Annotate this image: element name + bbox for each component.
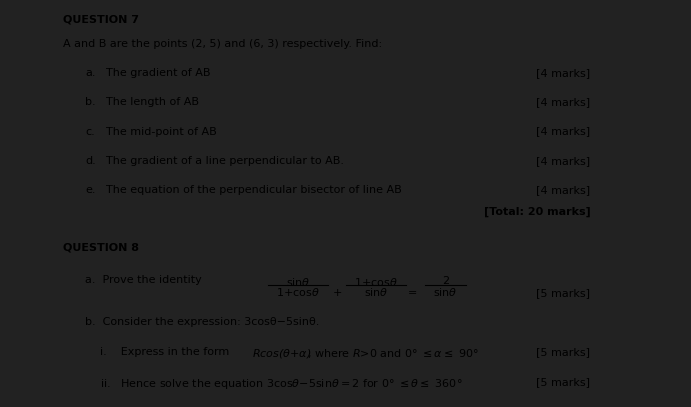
Text: [4 marks]: [4 marks] [536, 97, 590, 107]
Text: a.: a. [85, 68, 96, 78]
Text: QUESTION 7: QUESTION 7 [64, 14, 140, 24]
Text: The length of AB: The length of AB [106, 97, 198, 107]
Text: The gradient of a line perpendicular to AB.: The gradient of a line perpendicular to … [106, 156, 343, 166]
Text: $R$cos($\theta$+$\alpha$): $R$cos($\theta$+$\alpha$) [252, 347, 311, 360]
Text: ii.   Hence solve the equation 3cos$\theta$$-$5sin$\theta$$=$2 for 0° $\leq\thet: ii. Hence solve the equation 3cos$\theta… [100, 377, 462, 391]
Text: [4 marks]: [4 marks] [536, 127, 590, 137]
Text: 2: 2 [442, 276, 449, 286]
Text: =: = [408, 288, 417, 298]
Text: 1+cos$\theta$: 1+cos$\theta$ [276, 286, 320, 298]
Text: +: + [333, 288, 342, 298]
Text: sin$\theta$: sin$\theta$ [433, 286, 458, 298]
Text: [4 marks]: [4 marks] [536, 185, 590, 195]
Text: b.: b. [85, 97, 96, 107]
Text: [Total: 20 marks]: [Total: 20 marks] [484, 206, 590, 217]
Text: sin$\theta$: sin$\theta$ [364, 286, 388, 298]
Text: a.  Prove the identity: a. Prove the identity [85, 275, 202, 284]
Text: b.  Consider the expression: 3cosθ−5sinθ.: b. Consider the expression: 3cosθ−5sinθ. [85, 317, 320, 327]
Text: QUESTION 8: QUESTION 8 [64, 243, 140, 253]
Text: i.    Express in the form: i. Express in the form [100, 347, 233, 357]
Text: 1+cos$\theta$: 1+cos$\theta$ [354, 276, 398, 288]
Text: [5 marks]: [5 marks] [536, 347, 590, 357]
Text: [5 marks]: [5 marks] [536, 288, 590, 298]
Text: [4 marks]: [4 marks] [536, 68, 590, 78]
Text: c.: c. [85, 127, 95, 137]
Text: The equation of the perpendicular bisector of line AB: The equation of the perpendicular bisect… [106, 185, 401, 195]
Text: [5 marks]: [5 marks] [536, 377, 590, 387]
Text: , where $R$>0 and 0° $\leq\alpha\leq$ 90°: , where $R$>0 and 0° $\leq\alpha\leq$ 90… [307, 347, 480, 360]
Text: sin$\theta$: sin$\theta$ [286, 276, 310, 288]
Text: d.: d. [85, 156, 96, 166]
Text: A and B are the points (2, 5) and (6, 3) respectively. Find:: A and B are the points (2, 5) and (6, 3)… [64, 39, 383, 49]
Text: e.: e. [85, 185, 96, 195]
Text: The mid-point of AB: The mid-point of AB [106, 127, 216, 137]
Text: [4 marks]: [4 marks] [536, 156, 590, 166]
Text: The gradient of AB: The gradient of AB [106, 68, 210, 78]
